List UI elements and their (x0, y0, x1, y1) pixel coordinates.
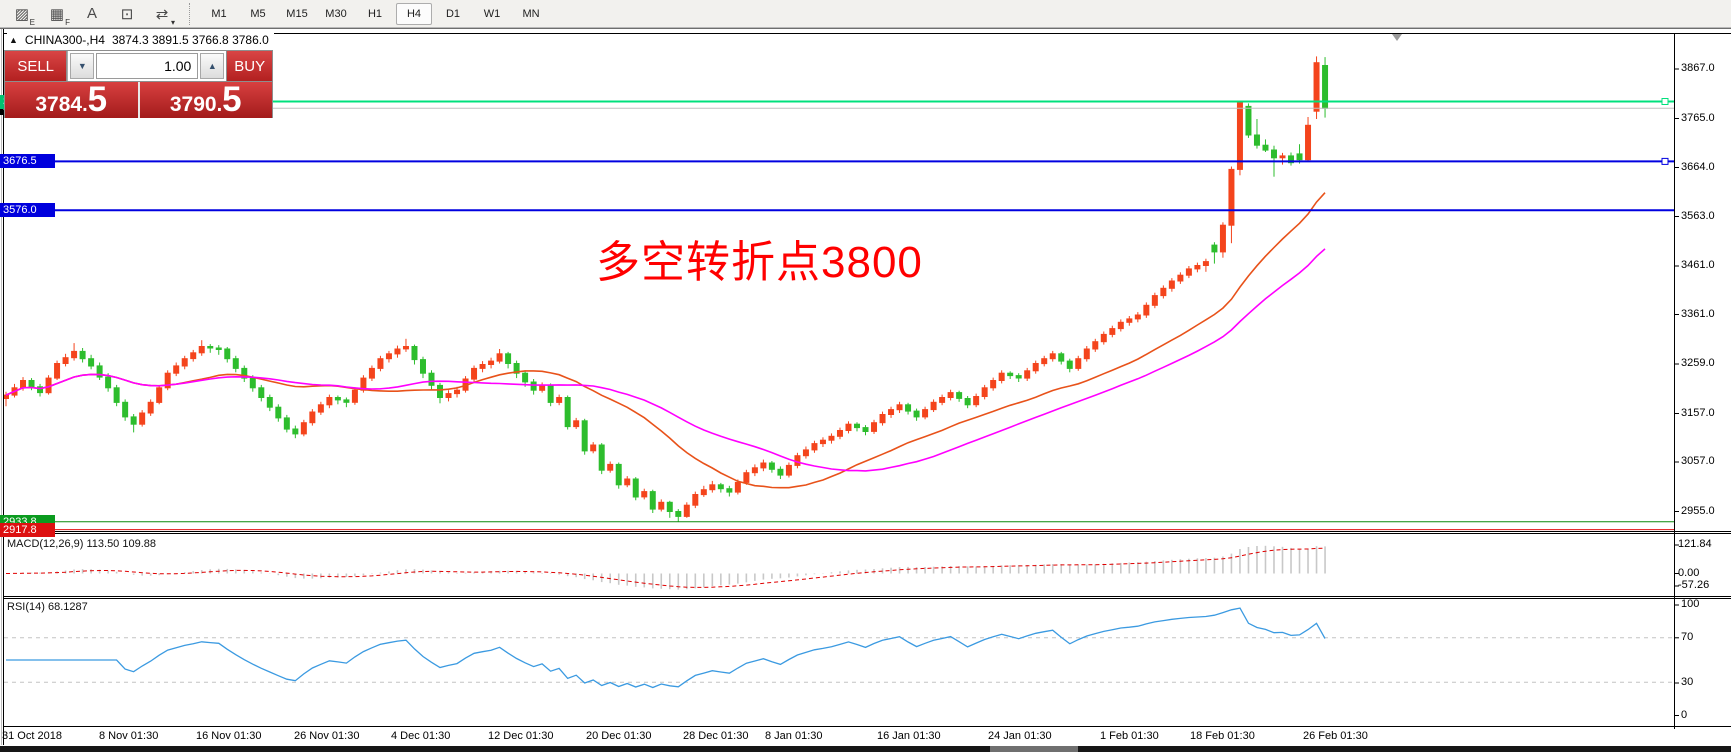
trade-panel-top-row: SELL ▼ ▲ BUY (5, 51, 272, 81)
price-badge-2917.8: 2917.8 (0, 522, 55, 537)
buy-price-panel[interactable]: 3790 . 5 (139, 80, 272, 119)
volume-increase-button[interactable]: ▲ (200, 53, 225, 79)
letter-a-text-icon[interactable]: A (86, 5, 97, 22)
macd-indicator-label: MACD(12,26,9) 113.50 109.88 (7, 538, 156, 550)
ma-slow-line (5, 248, 1326, 472)
text-box-icon[interactable]: ⊡ (120, 5, 134, 23)
macd-signal-line (5, 547, 1326, 588)
date-label: 8 Jan 01:30 (765, 730, 823, 742)
toolbar: ▨ E ▦ F A ⊡ ⇄ ▾ M1 M5 M15 M30 H1 H4 D1 W1 MN (0, 0, 1731, 28)
volume-input[interactable] (96, 53, 199, 79)
timeframe-button-m30[interactable]: M30 (325, 7, 347, 20)
chart-title: ▲ CHINA300-,H4 3874.3 3891.5 3766.8 3786… (7, 32, 274, 48)
toolbar-separator (189, 2, 191, 25)
sell-button[interactable]: SELL (5, 51, 68, 81)
rsi-indicator-label: RSI(14) 68.1287 (7, 601, 88, 613)
buy-price-dot: . (216, 94, 223, 116)
timeframe-button-m15[interactable]: M15 (286, 7, 308, 20)
timeframe-button-mn[interactable]: MN (522, 7, 540, 20)
price-badge-3576.0: 3576.0 (0, 203, 55, 218)
date-label: 12 Dec 01:30 (488, 730, 554, 742)
price-tick-label: 3157.0 (1681, 406, 1715, 419)
date-label: 1 Feb 01:30 (1100, 730, 1159, 742)
rsi-tick-label: 0 (1681, 708, 1688, 721)
volume-stepper: ▼ ▲ (67, 51, 227, 81)
cycle-arrows-icon[interactable]: ⇄ ▾ (155, 5, 175, 27)
symbol-marker-icon: ▲ (9, 35, 18, 45)
date-label: 16 Nov 01:30 (196, 730, 262, 742)
chart-shift-marker-icon[interactable] (1392, 34, 1402, 41)
price-tick-label: 3259.0 (1681, 357, 1715, 369)
date-label: 28 Dec 01:30 (683, 730, 749, 742)
chart-symbol: CHINA300-,H4 (24, 33, 105, 47)
date-label: 16 Jan 01:30 (877, 730, 941, 742)
timeframe-button-h1[interactable]: H1 (367, 7, 383, 20)
price-tick-label: 3867.0 (1681, 62, 1715, 74)
date-label: 26 Feb 01:30 (1303, 730, 1368, 742)
timeframe-bar: M1 M5 M15 M30 H1 H4 D1 W1 MN (201, 2, 552, 25)
line-handle-3676.5[interactable] (1661, 157, 1669, 165)
rsi-pane (4, 607, 1674, 689)
date-label: 26 Nov 01:30 (294, 730, 360, 742)
price-tick-label: 2955.0 (1681, 504, 1715, 517)
one-click-trade-panel: SELL ▼ ▲ BUY 3784 . 5 3790 . 5 (4, 50, 273, 118)
macd-tick-label: -57.26 (1678, 579, 1710, 591)
ma-fast-line (5, 192, 1326, 489)
chart-annotation-text[interactable]: 多空转折点3800 (596, 238, 923, 287)
bottom-scrollbar[interactable] (0, 746, 1731, 752)
macd-tick-label: 0.00 (1678, 566, 1700, 579)
date-label: 24 Jan 01:30 (988, 730, 1052, 742)
date-label: 31 Oct 2018 (2, 730, 62, 742)
date-label: 20 Dec 01:30 (586, 730, 652, 742)
timeframe-button-h4[interactable]: H4 (396, 2, 432, 25)
buy-price-main: 3790 (169, 93, 217, 116)
sell-price-main: 3784 (35, 93, 83, 116)
candles (4, 56, 1329, 522)
timeframe-button-m5[interactable]: M5 (250, 7, 266, 20)
trade-panel-price-row: 3784 . 5 3790 . 5 (5, 81, 272, 118)
timeframe-button-w1[interactable]: W1 (483, 7, 501, 20)
date-label: 8 Nov 01:30 (99, 730, 159, 742)
timeframe-button-m1[interactable]: M1 (211, 7, 227, 20)
macd-pane (5, 545, 1326, 590)
sell-price-fraction: 5 (87, 80, 108, 119)
line-handle-3800.0[interactable] (1661, 98, 1669, 105)
date-label: 18 Feb 01:30 (1190, 730, 1255, 742)
rsi-tick-label: 100 (1681, 598, 1700, 610)
rsi-line (6, 607, 1326, 689)
hatch-expert-icon[interactable]: ▨ E (14, 5, 35, 27)
price-tick-label: 3461.0 (1681, 259, 1715, 271)
rsi-tick-label: 30 (1681, 676, 1694, 688)
price-tick-label: 3765.0 (1681, 111, 1715, 124)
price-tick-label: 3563.0 (1681, 209, 1715, 222)
buy-price-fraction: 5 (222, 80, 242, 119)
grid-fractal-icon[interactable]: ▦ F (49, 5, 70, 27)
rsi-tick-label: 70 (1681, 630, 1694, 643)
sell-price-panel[interactable]: 3784 . 5 (5, 82, 140, 118)
volume-decrease-button[interactable]: ▼ (70, 53, 95, 79)
sell-price-dot: . (82, 94, 88, 116)
toolbar-icons: ▨ E ▦ F A ⊡ ⇄ ▾ (0, 3, 175, 27)
date-label: 4 Dec 01:30 (391, 730, 451, 742)
timeframe-button-d1[interactable]: D1 (445, 7, 461, 20)
price-tick-label: 3361.0 (1681, 307, 1715, 320)
price-badge-3676.5: 3676.5 (0, 154, 55, 169)
price-tick-label: 3057.0 (1681, 455, 1715, 467)
buy-button[interactable]: BUY (226, 51, 272, 81)
macd-tick-label: 121.84 (1678, 538, 1712, 550)
chart-ohlc-values: 3874.3 3891.5 3766.8 3786.0 (111, 33, 269, 47)
price-tick-label: 3664.0 (1681, 160, 1715, 173)
